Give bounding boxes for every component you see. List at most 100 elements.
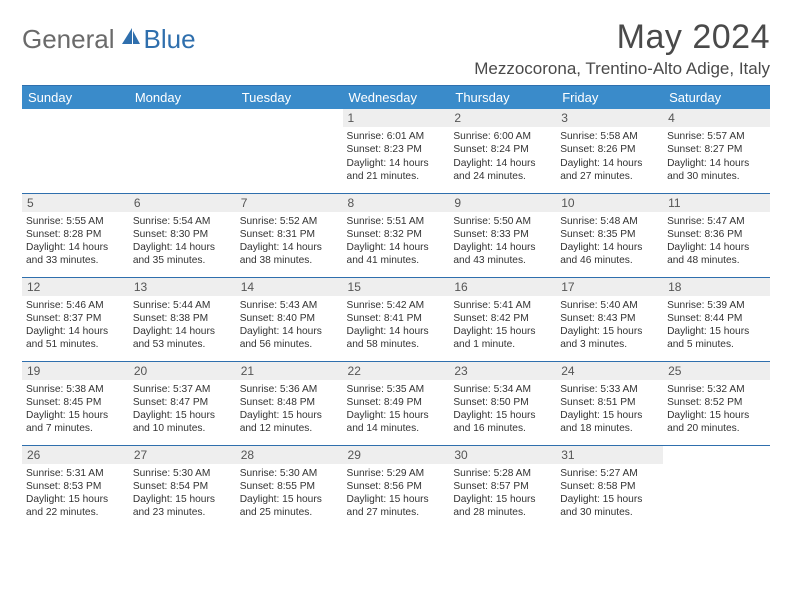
daylight-text: Daylight: 15 hours and 18 minutes. <box>560 409 659 436</box>
sunrise-text: Sunrise: 5:46 AM <box>26 299 125 312</box>
calendar-day-cell: 20 Sunrise: 5:37 AMSunset: 8:47 PMDayligh… <box>129 361 236 445</box>
day-details: Sunrise: 5:47 AMSunset: 8:36 PMDaylight:… <box>667 215 766 268</box>
day-details: Sunrise: 5:48 AMSunset: 8:35 PMDaylight:… <box>560 215 659 268</box>
daylight-text: Daylight: 15 hours and 1 minute. <box>453 325 552 352</box>
sunset-text: Sunset: 8:52 PM <box>667 396 766 409</box>
day-number: 15 <box>343 278 450 296</box>
day-details: Sunrise: 5:58 AMSunset: 8:26 PMDaylight:… <box>560 130 659 183</box>
weekday-header: Saturday <box>663 86 770 109</box>
sunset-text: Sunset: 8:44 PM <box>667 312 766 325</box>
day-details: Sunrise: 5:36 AMSunset: 8:48 PMDaylight:… <box>240 383 339 436</box>
day-number: 18 <box>663 278 770 296</box>
day-details: Sunrise: 5:37 AMSunset: 8:47 PMDaylight:… <box>133 383 232 436</box>
day-number: 19 <box>22 362 129 380</box>
sunset-text: Sunset: 8:45 PM <box>26 396 125 409</box>
day-details: Sunrise: 5:54 AMSunset: 8:30 PMDaylight:… <box>133 215 232 268</box>
day-number: 1 <box>343 109 450 127</box>
calendar-day-cell <box>129 109 236 193</box>
sunset-text: Sunset: 8:27 PM <box>667 143 766 156</box>
calendar-day-cell: 22 Sunrise: 5:35 AMSunset: 8:49 PMDayligh… <box>343 361 450 445</box>
sunset-text: Sunset: 8:24 PM <box>453 143 552 156</box>
calendar-day-cell: 1Sunrise: 6:01 AMSunset: 8:23 PMDaylight… <box>343 109 450 193</box>
day-details: Sunrise: 5:35 AMSunset: 8:49 PMDaylight:… <box>347 383 446 436</box>
day-details: Sunrise: 5:30 AMSunset: 8:55 PMDaylight:… <box>240 467 339 520</box>
calendar-day-cell <box>22 109 129 193</box>
sunset-text: Sunset: 8:41 PM <box>347 312 446 325</box>
calendar-week-row: 19 Sunrise: 5:38 AMSunset: 8:45 PM Dayligh… <box>22 361 770 445</box>
sunrise-text: Sunrise: 5:55 AM <box>26 215 125 228</box>
sunset-text: Sunset: 8:31 PM <box>240 228 339 241</box>
day-number: 22 <box>343 362 450 380</box>
calendar-day-cell: 7Sunrise: 5:52 AMSunset: 8:31 PMDaylight… <box>236 193 343 277</box>
calendar-day-cell: 31Sunrise: 5:27 AMSunset: 8:58 PMDayligh… <box>556 445 663 529</box>
day-details: Sunrise: 5:39 AMSunset: 8:44 PMDaylight:… <box>667 299 766 352</box>
calendar-day-cell: 17Sunrise: 5:40 AMSunset: 8:43 PMDayligh… <box>556 277 663 361</box>
sunset-text: Sunset: 8:53 PM <box>26 480 125 493</box>
day-number: 24 <box>556 362 663 380</box>
daylight-text: Daylight: 14 hours and 38 minutes. <box>240 241 339 268</box>
calendar-week-row: 1Sunrise: 6:01 AMSunset: 8:23 PMDaylight… <box>22 109 770 193</box>
day-details: Sunrise: 5:55 AMSunset: 8:28 PMDaylight:… <box>26 215 125 268</box>
sunrise-text: Sunrise: 5:29 AM <box>347 467 446 480</box>
sunset-text: Sunset: 8:56 PM <box>347 480 446 493</box>
sunrise-text: Sunrise: 6:00 AM <box>453 130 552 143</box>
sunset-text: Sunset: 8:48 PM <box>240 396 339 409</box>
day-details: Sunrise: 5:30 AMSunset: 8:54 PMDaylight:… <box>133 467 232 520</box>
day-number: 12 <box>22 278 129 296</box>
calendar-day-cell: 12 Sunrise: 5:46 AMSunset: 8:37 PMDayligh… <box>22 277 129 361</box>
daylight-text: Daylight: 14 hours and 58 minutes. <box>347 325 446 352</box>
sunset-text: Sunset: 8:47 PM <box>133 396 232 409</box>
sunrise-text: Sunrise: 5:30 AM <box>240 467 339 480</box>
sunset-text: Sunset: 8:32 PM <box>347 228 446 241</box>
sunrise-text: Sunrise: 5:41 AM <box>453 299 552 312</box>
sunrise-text: Sunrise: 5:28 AM <box>453 467 552 480</box>
sunrise-text: Sunrise: 6:01 AM <box>347 130 446 143</box>
daylight-text: Daylight: 15 hours and 10 minutes. <box>133 409 232 436</box>
sunset-text: Sunset: 8:58 PM <box>560 480 659 493</box>
day-number: 20 <box>129 362 236 380</box>
calendar-day-cell: 15Sunrise: 5:42 AMSunset: 8:41 PMDayligh… <box>343 277 450 361</box>
sunset-text: Sunset: 8:54 PM <box>133 480 232 493</box>
sunset-text: Sunset: 8:33 PM <box>453 228 552 241</box>
sunrise-text: Sunrise: 5:38 AM <box>26 383 125 396</box>
daylight-text: Daylight: 15 hours and 12 minutes. <box>240 409 339 436</box>
day-number: 14 <box>236 278 343 296</box>
calendar-day-cell: 16Sunrise: 5:41 AMSunset: 8:42 PMDayligh… <box>449 277 556 361</box>
daylight-text: Daylight: 15 hours and 23 minutes. <box>133 493 232 520</box>
day-number: 3 <box>556 109 663 127</box>
day-details: Sunrise: 5:40 AMSunset: 8:43 PMDaylight:… <box>560 299 659 352</box>
sunset-text: Sunset: 8:26 PM <box>560 143 659 156</box>
calendar-day-cell: 21Sunrise: 5:36 AMSunset: 8:48 PMDayligh… <box>236 361 343 445</box>
day-number: 5 <box>22 194 129 212</box>
sunrise-text: Sunrise: 5:54 AM <box>133 215 232 228</box>
sunset-text: Sunset: 8:43 PM <box>560 312 659 325</box>
daylight-text: Daylight: 14 hours and 53 minutes. <box>133 325 232 352</box>
sunrise-text: Sunrise: 5:51 AM <box>347 215 446 228</box>
calendar-day-cell: 10Sunrise: 5:48 AMSunset: 8:35 PMDayligh… <box>556 193 663 277</box>
calendar-day-cell: 19Sunrise: 5:38 AMSunset: 8:45 PMDayligh… <box>22 361 129 445</box>
daylight-text: Daylight: 15 hours and 27 minutes. <box>347 493 446 520</box>
weekday-header: Thursday <box>449 86 556 109</box>
day-number: 13 <box>129 278 236 296</box>
sunset-text: Sunset: 8:55 PM <box>240 480 339 493</box>
sunrise-text: Sunrise: 5:52 AM <box>240 215 339 228</box>
day-details: Sunrise: 5:29 AMSunset: 8:56 PMDaylight:… <box>347 467 446 520</box>
daylight-text: Daylight: 14 hours and 30 minutes. <box>667 157 766 184</box>
header: General Blue May 2024 Mezzocorona, Trent… <box>22 18 770 79</box>
sunset-text: Sunset: 8:51 PM <box>560 396 659 409</box>
day-details: Sunrise: 5:46 AMSunset: 8:37 PMDaylight:… <box>26 299 125 352</box>
daylight-text: Daylight: 15 hours and 30 minutes. <box>560 493 659 520</box>
day-details: Sunrise: 5:27 AMSunset: 8:58 PMDaylight:… <box>560 467 659 520</box>
calendar-day-cell: 8 Sunrise: 5:51 AMSunset: 8:32 PMDaylight… <box>343 193 450 277</box>
sunrise-text: Sunrise: 5:40 AM <box>560 299 659 312</box>
day-number: 8 <box>343 194 450 212</box>
calendar-day-cell <box>663 445 770 529</box>
daylight-text: Daylight: 14 hours and 41 minutes. <box>347 241 446 268</box>
calendar-day-cell: 13Sunrise: 5:44 AMSunset: 8:38 PMDayligh… <box>129 277 236 361</box>
day-details: Sunrise: 5:31 AMSunset: 8:53 PMDaylight:… <box>26 467 125 520</box>
day-details: Sunrise: 5:52 AMSunset: 8:31 PMDaylight:… <box>240 215 339 268</box>
calendar-day-cell: 14Sunrise: 5:43 AMSunset: 8:40 PMDayligh… <box>236 277 343 361</box>
daylight-text: Daylight: 14 hours and 35 minutes. <box>133 241 232 268</box>
month-title: May 2024 <box>474 18 770 57</box>
sunset-text: Sunset: 8:49 PM <box>347 396 446 409</box>
